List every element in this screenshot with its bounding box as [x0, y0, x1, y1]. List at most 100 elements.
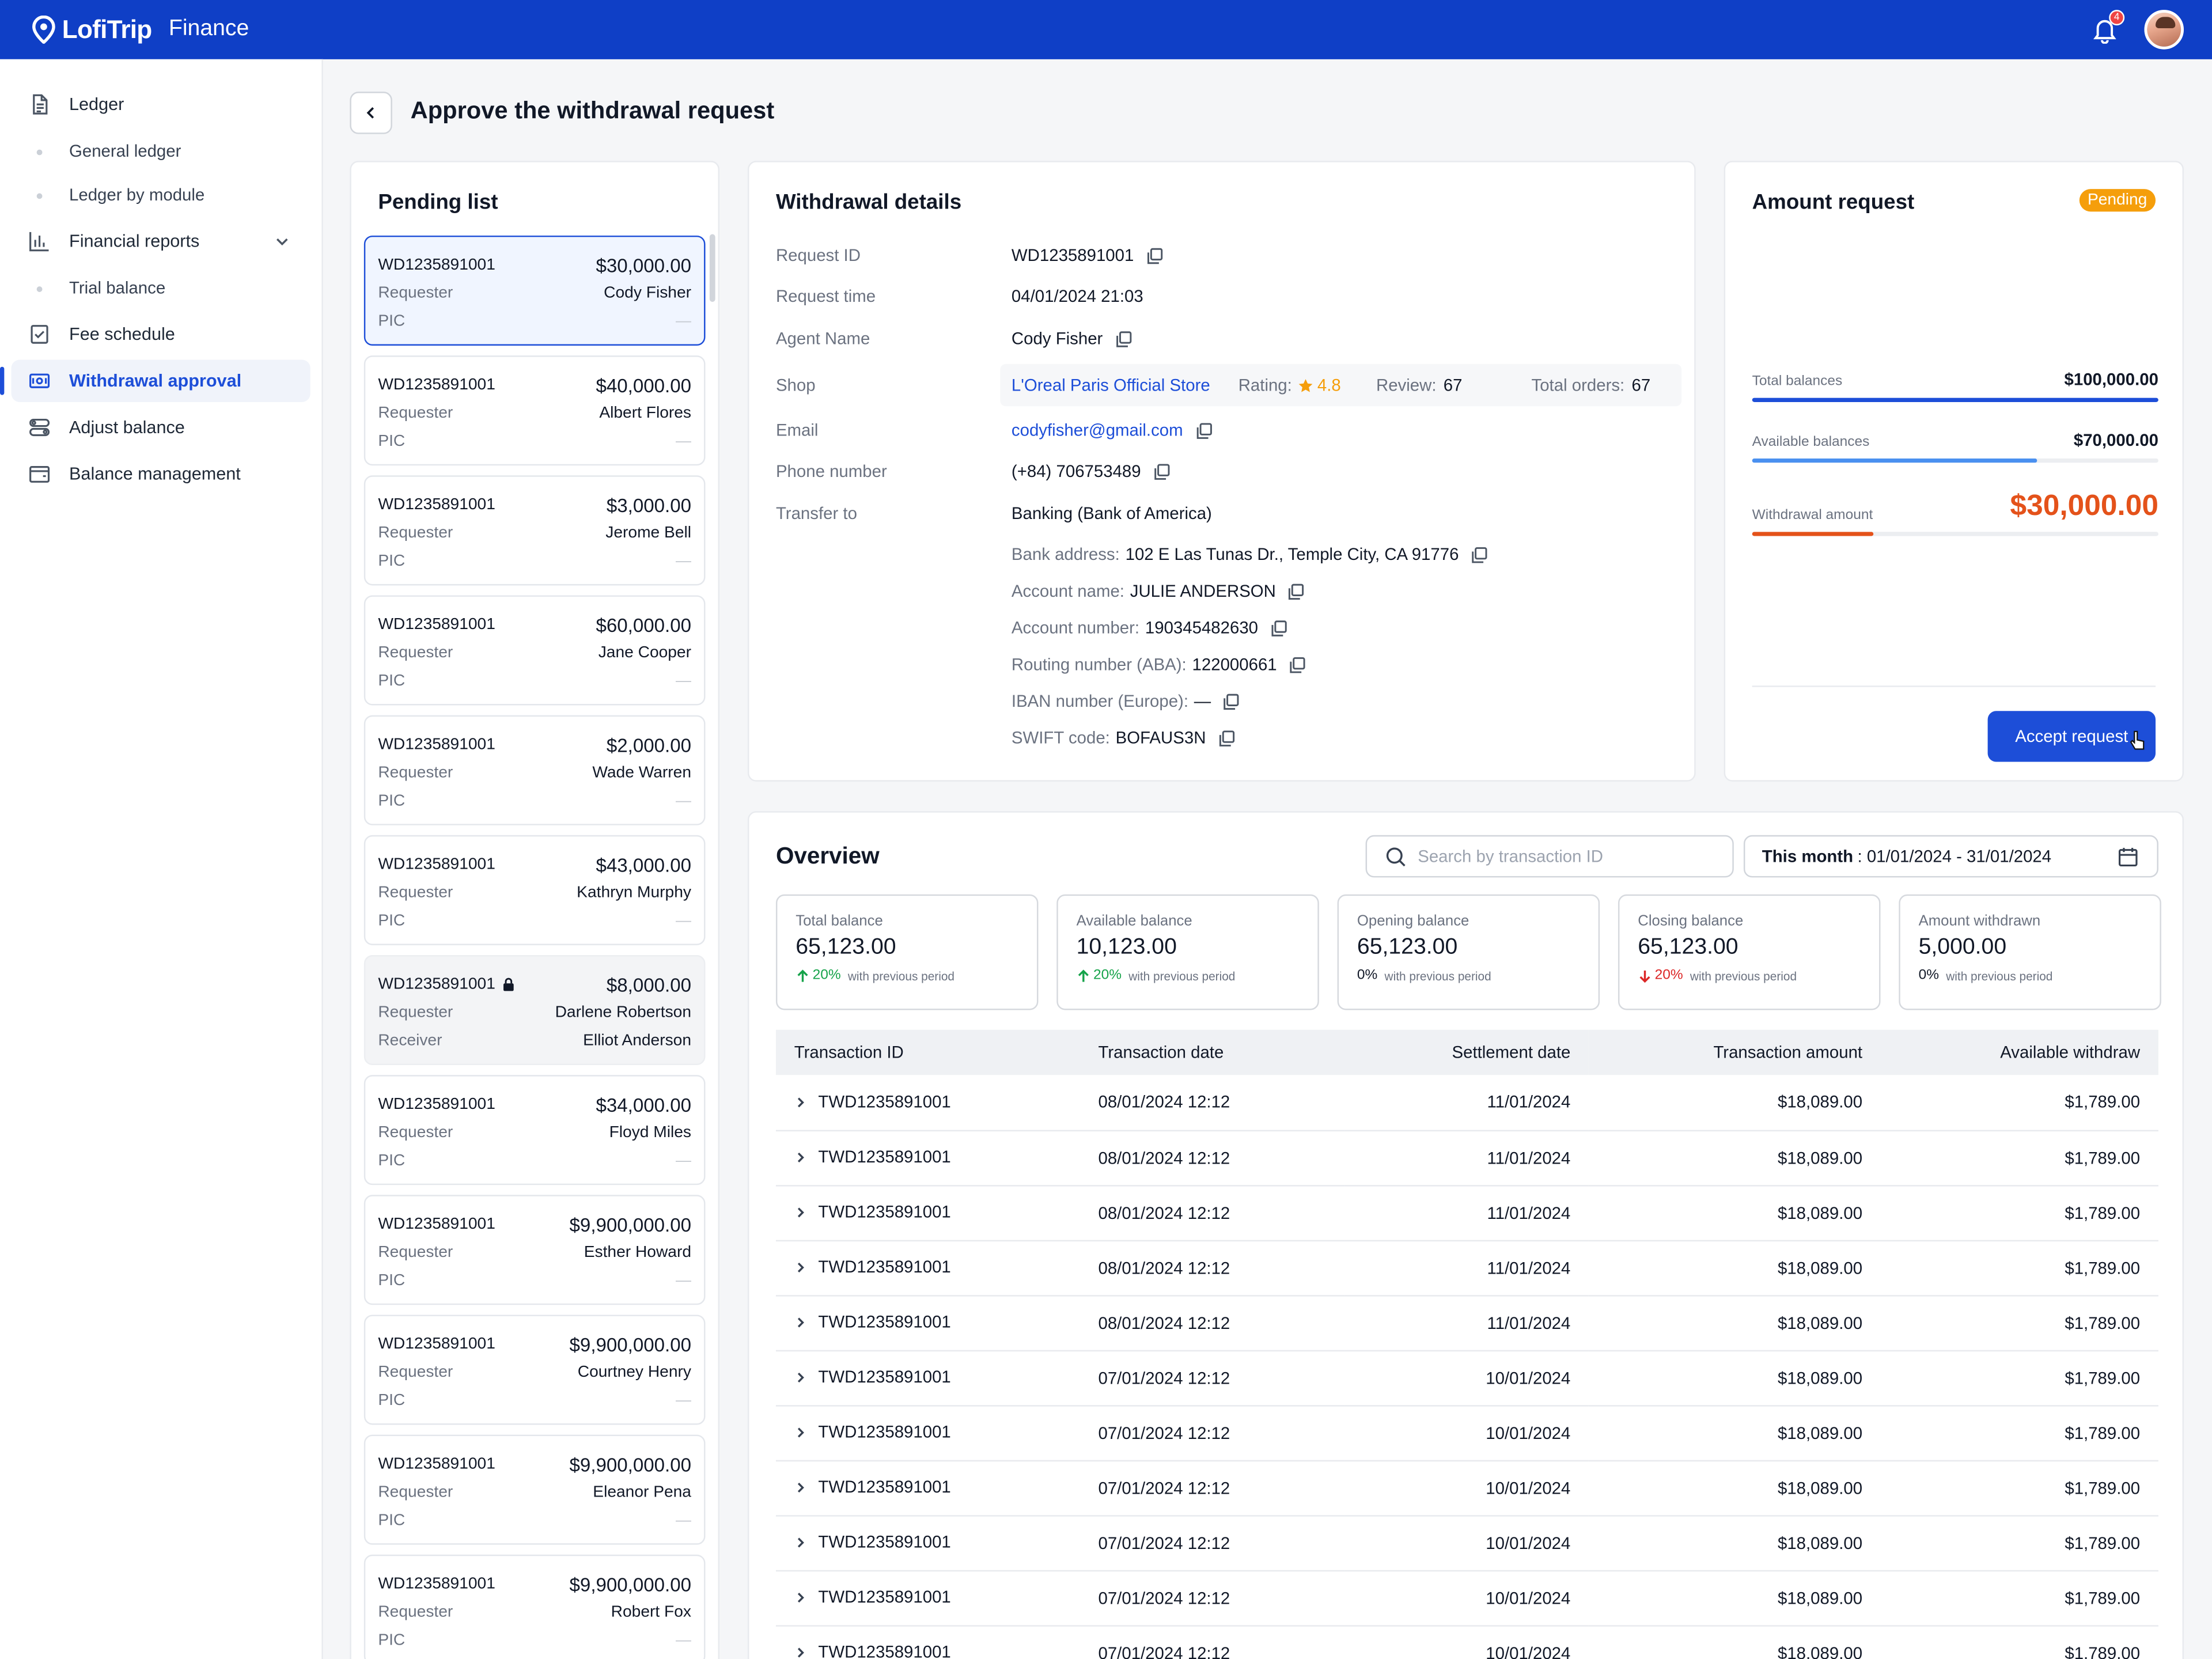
pending-item[interactable]: WD1235891001 $60,000.00 Requester Jane Coop…	[363, 595, 706, 706]
date-range-picker[interactable]: This month : 01/01/2024 - 31/01/2024	[1743, 835, 2158, 878]
chevron-down-icon[interactable]	[274, 233, 290, 249]
chevron-right-icon[interactable]	[794, 1426, 807, 1438]
sidebar-item-general-ledger[interactable]: General ledger	[12, 130, 310, 172]
chevron-right-icon[interactable]	[794, 1481, 807, 1494]
copy-icon[interactable]	[1145, 246, 1164, 264]
stat-label: Available balance	[1076, 912, 1192, 930]
copy-icon[interactable]	[1288, 656, 1306, 674]
copy-icon[interactable]	[1270, 619, 1288, 637]
withdrawal-details-title: Withdrawal details	[775, 190, 962, 215]
sidebar-item-financial-reports[interactable]: Financial reports	[12, 220, 310, 262]
chevron-right-icon[interactable]	[794, 1316, 807, 1328]
chevron-right-icon[interactable]	[794, 1536, 807, 1548]
copy-icon[interactable]	[1470, 546, 1488, 564]
column-header[interactable]: Transaction amount	[1713, 1042, 1863, 1063]
table-row[interactable]: TWD1235891001 08/01/2024 12:12 11/01/2024 $…	[775, 1295, 2158, 1351]
copy-icon[interactable]	[1287, 582, 1305, 600]
pending-item-amount: $9,900,000.00	[569, 1573, 692, 1595]
bank-info-label: IBAN number (Europe):	[1011, 691, 1188, 711]
chevron-right-icon[interactable]	[794, 1206, 807, 1218]
sidebar-item-balance-management[interactable]: Balance management	[12, 453, 310, 495]
pending-item-label: PIC	[378, 1152, 406, 1170]
orders-label: Total orders:	[1531, 375, 1625, 395]
pending-item[interactable]: WD1235891001 $3,000.00 Requester Jerome Bel…	[363, 475, 706, 586]
pending-item-requester: Kathryn Murphy	[577, 884, 692, 902]
pending-item-requester: Eleanor Pena	[593, 1484, 692, 1501]
bell-icon	[2093, 20, 2116, 44]
copy-icon[interactable]	[1194, 421, 1213, 440]
pending-item[interactable]: WD1235891001 $9,900,000.00 Requester Robert…	[363, 1554, 706, 1659]
pending-item[interactable]: WD1235891001 $40,000.00 Requester Albert Fl…	[363, 355, 706, 466]
table-row[interactable]: TWD1235891001 07/01/2024 12:12 10/01/2024 $…	[775, 1515, 2158, 1571]
pending-item[interactable]: WD1235891001 $43,000.00 Requester Kathryn M…	[363, 835, 706, 945]
date-range-value: : 01/01/2024 - 31/01/2024	[1857, 846, 2052, 866]
pending-item[interactable]: WD1235891001 $9,900,000.00 Requester Esther…	[363, 1195, 706, 1305]
back-button[interactable]	[350, 92, 392, 134]
pending-item[interactable]: WD1235891001 $2,000.00 Requester Wade Warre…	[363, 715, 706, 825]
copy-icon[interactable]	[1217, 729, 1236, 747]
chevron-right-icon[interactable]	[794, 1261, 807, 1274]
overview-panel: Overview This month : 01/01/2024 - 31/01…	[747, 811, 2184, 1659]
column-header[interactable]: Transaction ID	[794, 1042, 904, 1063]
table-row[interactable]: TWD1235891001 07/01/2024 12:12 10/01/2024 $…	[775, 1625, 2158, 1659]
table-row[interactable]: TWD1235891001 07/01/2024 12:12 10/01/2024 $…	[775, 1460, 2158, 1516]
shop-link[interactable]: L'Oreal Paris Official Store	[1011, 375, 1210, 395]
sidebar-item-trial-balance[interactable]: Trial balance	[12, 267, 310, 309]
request-id-value: WD1235891001	[1011, 245, 1134, 266]
copy-icon[interactable]	[1222, 692, 1241, 710]
table-row[interactable]: TWD1235891001 08/01/2024 12:12 11/01/2024 $…	[775, 1240, 2158, 1296]
sidebar-item-ledger[interactable]: Ledger	[12, 83, 310, 125]
chevron-right-icon[interactable]	[794, 1646, 807, 1658]
table-row[interactable]: TWD1235891001 07/01/2024 12:12 10/01/2024 $…	[775, 1405, 2158, 1461]
pending-item[interactable]: WD1235891001 $9,900,000.00 Requester Eleano…	[363, 1434, 706, 1545]
stat-value: 5,000.00	[1918, 935, 2007, 960]
pending-item-id: WD1235891001	[378, 257, 495, 274]
pending-item-label: PIC	[378, 1272, 406, 1290]
table-row[interactable]: TWD1235891001 08/01/2024 12:12 11/01/2024 $…	[775, 1130, 2158, 1186]
sidebar-item-withdrawal-approval[interactable]: Withdrawal approval	[0, 359, 310, 402]
pointer-cursor-icon	[2130, 730, 2145, 750]
column-header[interactable]: Transaction date	[1098, 1042, 1224, 1063]
pending-list-scrollbar[interactable]	[709, 234, 715, 302]
copy-icon[interactable]	[1152, 462, 1171, 480]
chevron-right-icon[interactable]	[794, 1371, 807, 1384]
sidebar-item-ledger-by-module[interactable]: Ledger by module	[12, 173, 310, 215]
pending-item[interactable]: WD1235891001 $9,900,000.00 Requester Courtn…	[363, 1315, 706, 1425]
sidebar-item-fee-schedule[interactable]: Fee schedule	[12, 313, 310, 355]
pending-item-pic: —	[676, 1392, 692, 1410]
table-cell: $1,789.00	[1880, 1625, 2158, 1659]
pending-item-pic: Elliot Anderson	[583, 1032, 692, 1050]
column-header[interactable]: Settlement date	[1452, 1042, 1571, 1063]
pending-item[interactable]: WD1235891001 $34,000.00 Requester Floyd Mil…	[363, 1075, 706, 1185]
pending-item-id: WD1235891001	[378, 1216, 495, 1233]
table-cell: $1,789.00	[1880, 1570, 2158, 1626]
table-row[interactable]: TWD1235891001 07/01/2024 12:12 10/01/2024 $…	[775, 1570, 2158, 1626]
pending-item-amount: $8,000.00	[606, 974, 692, 995]
user-avatar[interactable]	[2144, 10, 2184, 50]
table-cell: 10/01/2024	[1344, 1625, 1589, 1659]
chevron-right-icon[interactable]	[794, 1096, 807, 1108]
pending-item[interactable]: WD1235891001 $30,000.00 Requester Cody Fish…	[363, 235, 706, 346]
email-link[interactable]: codyfisher@gmail.com	[1011, 420, 1183, 441]
notification-bell[interactable]: 4	[2090, 10, 2125, 44]
chevron-right-icon[interactable]	[794, 1151, 807, 1164]
table-row[interactable]: TWD1235891001 08/01/2024 12:12 11/01/2024 $…	[775, 1185, 2158, 1241]
table-cell: TWD1235891001	[775, 1185, 1080, 1241]
sidebar-item-adjust-balance[interactable]: Adjust balance	[12, 406, 310, 448]
pending-item-pic: —	[676, 553, 692, 570]
pending-item-pic: —	[676, 313, 692, 331]
logo[interactable]: LofiTrip	[31, 15, 152, 44]
calendar-icon[interactable]	[2118, 846, 2139, 868]
bank-info-value: BOFAUS3N	[1115, 728, 1206, 748]
table-row[interactable]: TWD1235891001 07/01/2024 12:12 10/01/2024 $…	[775, 1350, 2158, 1406]
copy-icon[interactable]	[1114, 329, 1132, 348]
amount-request-title: Amount request	[1752, 190, 1915, 215]
accept-request-button[interactable]: Accept request	[1987, 711, 2156, 762]
table-row[interactable]: TWD1235891001 08/01/2024 12:12 11/01/2024 $…	[775, 1075, 2158, 1131]
column-header[interactable]: Available withdraw	[2000, 1042, 2141, 1063]
search-input[interactable]	[1418, 846, 1700, 866]
pending-item[interactable]: WD1235891001 $8,000.00 Requester Darlene Ro…	[363, 955, 706, 1065]
pending-item-label: Requester	[378, 1004, 453, 1022]
search-box[interactable]	[1365, 835, 1734, 878]
chevron-right-icon[interactable]	[794, 1591, 807, 1604]
